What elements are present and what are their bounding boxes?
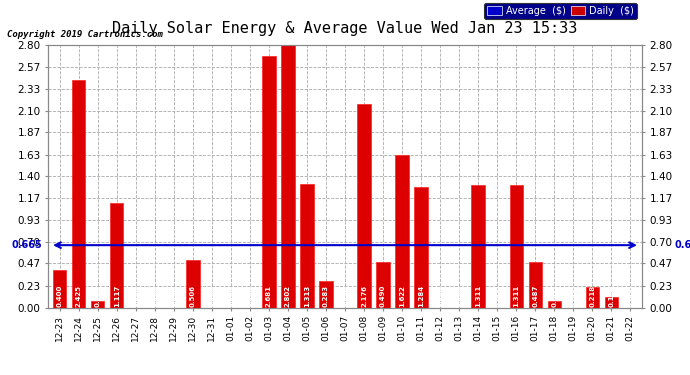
Text: 1.313: 1.313 — [304, 285, 310, 307]
Text: 0.000: 0.000 — [152, 285, 158, 307]
Bar — [509, 184, 523, 308]
Text: 0.400: 0.400 — [57, 285, 63, 307]
Bar — [262, 56, 275, 308]
Text: 0.066: 0.066 — [95, 285, 101, 307]
Bar — [72, 80, 86, 308]
Text: 0.000: 0.000 — [171, 285, 177, 307]
Text: 1.117: 1.117 — [114, 285, 120, 307]
Text: 1.284: 1.284 — [418, 285, 424, 307]
Bar — [604, 297, 618, 307]
Text: 0.000: 0.000 — [456, 285, 462, 307]
Text: 0.065: 0.065 — [551, 285, 558, 307]
Bar — [53, 270, 66, 308]
Text: 0.665: 0.665 — [12, 240, 43, 250]
Bar — [395, 155, 408, 308]
Text: 1.311: 1.311 — [513, 285, 519, 307]
Text: 1.622: 1.622 — [399, 285, 405, 307]
Bar — [548, 302, 561, 307]
Text: 2.802: 2.802 — [285, 285, 291, 307]
Bar — [529, 262, 542, 308]
Bar — [586, 287, 599, 308]
Bar — [415, 187, 428, 308]
Text: 2.425: 2.425 — [76, 285, 81, 307]
Text: 2.176: 2.176 — [361, 285, 367, 307]
Text: 1.311: 1.311 — [475, 285, 481, 307]
Bar — [110, 203, 124, 308]
Text: 0.000: 0.000 — [342, 285, 348, 307]
Bar — [376, 262, 390, 308]
Text: Daily Solar Energy & Average Value Wed Jan 23 15:33: Daily Solar Energy & Average Value Wed J… — [112, 21, 578, 36]
Text: 0.000: 0.000 — [570, 285, 576, 307]
Bar — [319, 281, 333, 308]
Bar — [471, 184, 485, 308]
Bar — [186, 260, 199, 308]
Text: 0.490: 0.490 — [380, 285, 386, 307]
Text: 0.000: 0.000 — [247, 285, 253, 307]
Text: 2.681: 2.681 — [266, 285, 272, 307]
Legend: Average  ($), Daily  ($): Average ($), Daily ($) — [484, 3, 637, 19]
Text: 0.000: 0.000 — [437, 285, 443, 307]
Text: 0.487: 0.487 — [532, 285, 538, 307]
Text: 0.283: 0.283 — [323, 285, 329, 307]
Bar — [357, 104, 371, 308]
Text: 0.000: 0.000 — [132, 285, 139, 307]
Text: 0.665: 0.665 — [674, 240, 690, 250]
Text: 0.000: 0.000 — [494, 285, 500, 307]
Text: 0.506: 0.506 — [190, 285, 196, 307]
Text: 0.000: 0.000 — [228, 285, 234, 307]
Text: 0.218: 0.218 — [589, 285, 595, 307]
Bar — [282, 45, 295, 308]
Text: 0.000: 0.000 — [627, 285, 633, 307]
Bar — [91, 302, 104, 307]
Text: 0.000: 0.000 — [209, 285, 215, 307]
Text: Copyright 2019 Cartronics.com: Copyright 2019 Cartronics.com — [7, 30, 163, 39]
Bar — [300, 184, 314, 308]
Text: 0.114: 0.114 — [609, 285, 614, 307]
